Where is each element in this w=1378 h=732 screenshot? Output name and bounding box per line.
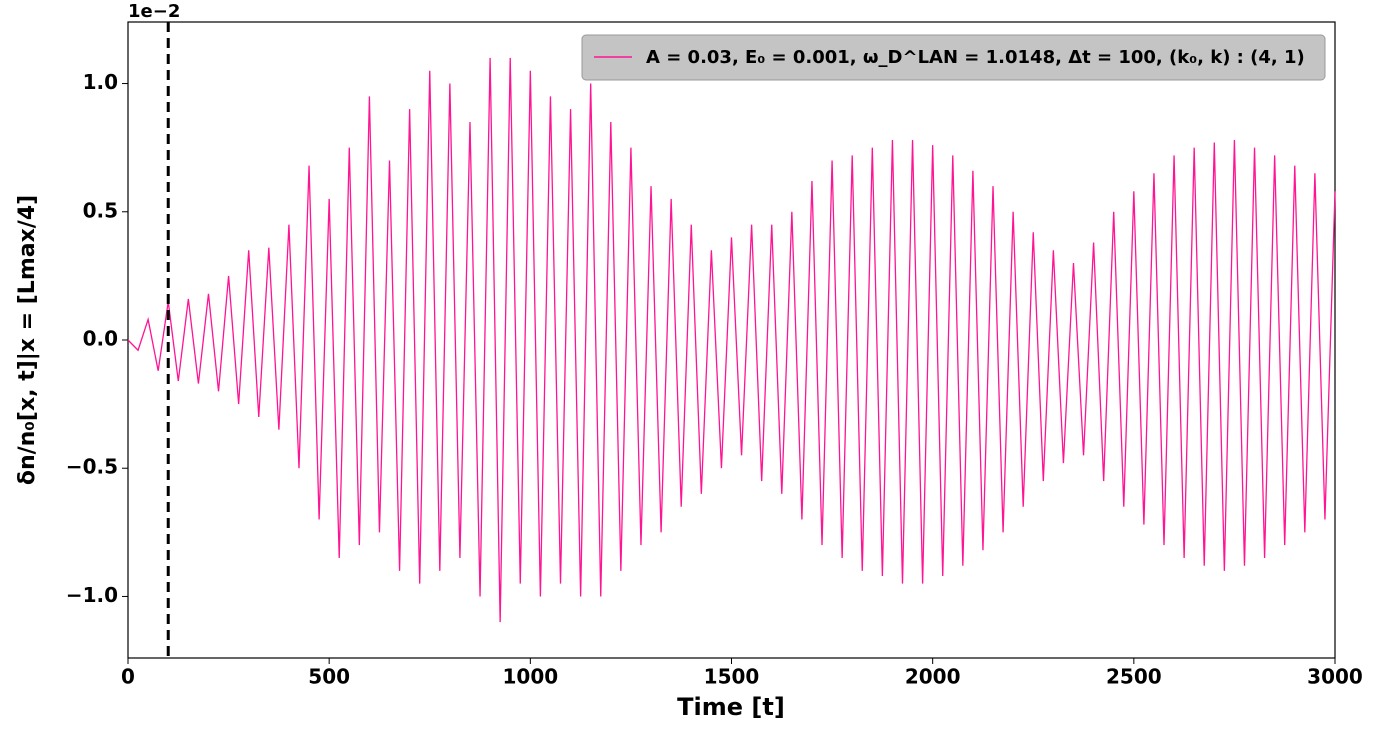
- x-tick-label: 0: [121, 665, 135, 689]
- plot-frame: [127, 21, 1336, 659]
- x-axis-label: Time [t]: [677, 693, 785, 721]
- y-axis-label: δn/n₀[x, t]|x = [Lmax/4]: [15, 195, 40, 485]
- x-tick-label: 3000: [1307, 665, 1363, 689]
- x-tick-label: 1500: [704, 665, 760, 689]
- offset-label: 1e−2: [128, 1, 180, 22]
- x-tick-label: 2500: [1106, 665, 1162, 689]
- x-tick-label: 500: [308, 665, 350, 689]
- x-tick-label: 1000: [502, 665, 558, 689]
- y-tick-label: 0.5: [83, 198, 118, 222]
- legend-box: [581, 34, 1326, 81]
- x-tick-label: 2000: [905, 665, 961, 689]
- legend-label: A = 0.03, E₀ = 0.001, ω_D^LAN = 1.0148, …: [646, 47, 1305, 68]
- y-tick-label: −0.5: [66, 455, 118, 479]
- y-tick-label: 0.0: [83, 327, 118, 351]
- y-tick-label: −1.0: [66, 583, 118, 607]
- y-tick-label: 1.0: [83, 70, 118, 94]
- data-line: [127, 57, 1336, 623]
